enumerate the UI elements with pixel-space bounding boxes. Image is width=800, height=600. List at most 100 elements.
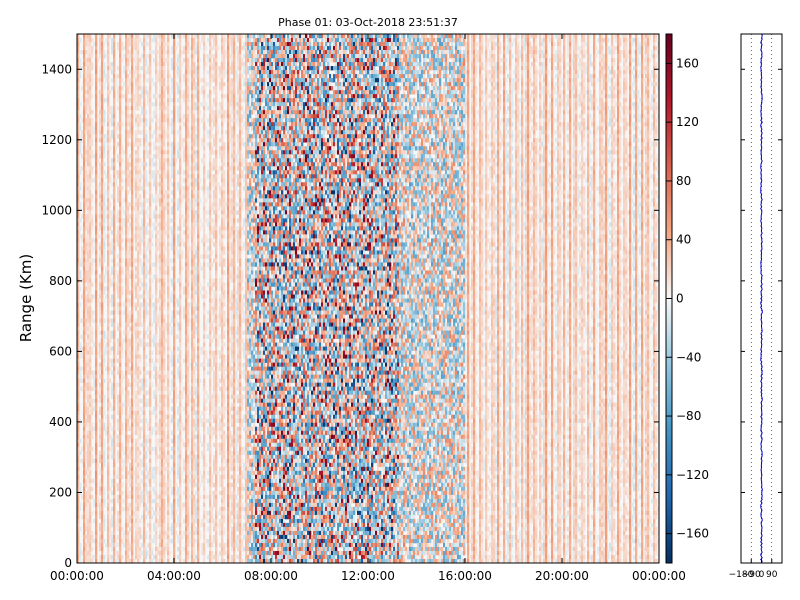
heatmap-cell (87, 326, 90, 331)
heatmap-cell (125, 386, 128, 391)
heatmap-cell (83, 514, 86, 520)
heatmap-cell (83, 506, 86, 512)
heatmap-cell (133, 410, 136, 416)
heatmap-cell (117, 282, 120, 287)
heatmap-cell (79, 418, 82, 424)
heatmap-cell (119, 358, 122, 363)
heatmap-cell (143, 350, 146, 355)
heatmap-cell (137, 546, 140, 552)
heatmap-cell (127, 294, 130, 299)
heatmap-cell (163, 242, 166, 247)
heatmap-cell (113, 494, 116, 500)
heatmap-cell (87, 66, 90, 71)
heatmap-cell (115, 238, 118, 243)
heatmap-cell (77, 138, 80, 143)
heatmap-cell (101, 166, 104, 171)
heatmap-cell (87, 354, 90, 359)
heatmap-cell (145, 330, 148, 335)
heatmap-cell (173, 106, 176, 111)
heatmap-cell (77, 462, 80, 468)
heatmap-cell (107, 238, 110, 243)
heatmap-cell (135, 106, 138, 111)
heatmap-cell (161, 110, 164, 115)
heatmap-cell (173, 462, 176, 468)
heatmap-cell (141, 230, 144, 235)
heatmap-cell (113, 214, 116, 219)
heatmap-cell (85, 126, 88, 131)
heatmap-cell (135, 402, 138, 408)
heatmap-cell (127, 242, 130, 247)
heatmap-cell (185, 34, 188, 39)
heatmap-cell (103, 70, 106, 75)
heatmap-cell (143, 522, 146, 528)
heatmap-cell (145, 226, 148, 231)
heatmap-cell (145, 506, 148, 512)
heatmap-cell (187, 354, 190, 359)
heatmap-cell (119, 146, 122, 151)
heatmap-cell (107, 434, 110, 440)
heatmap-cell (101, 130, 104, 135)
heatmap-cell (155, 170, 158, 175)
heatmap-cell (183, 74, 186, 79)
heatmap-cell (177, 278, 180, 283)
heatmap-cell (163, 118, 166, 123)
heatmap-cell (173, 458, 176, 464)
heatmap-cell (89, 54, 92, 59)
heatmap-cell (131, 382, 134, 387)
heatmap-cell (175, 158, 178, 163)
heatmap-cell (139, 118, 142, 123)
heatmap-cell (167, 174, 170, 179)
heatmap-cell (155, 110, 158, 115)
heatmap-cell (167, 510, 170, 516)
heatmap-cell (129, 410, 132, 416)
heatmap-cell (107, 46, 110, 51)
heatmap-cell (167, 114, 170, 119)
heatmap-cell (77, 374, 80, 379)
heatmap-cell (103, 258, 106, 263)
heatmap-cell (83, 178, 86, 183)
heatmap-cell (155, 394, 158, 399)
heatmap-cell (187, 386, 190, 391)
heatmap-cell (85, 470, 88, 476)
heatmap-cell (185, 502, 188, 508)
heatmap-cell (85, 526, 88, 532)
heatmap-cell (187, 346, 190, 351)
heatmap-cell (101, 386, 104, 391)
heatmap-cell (139, 490, 142, 496)
heatmap-cell (173, 546, 176, 552)
heatmap-cell (161, 346, 164, 351)
heatmap-cell (155, 282, 158, 287)
heatmap-cell (113, 466, 116, 472)
heatmap-cell (119, 210, 122, 215)
heatmap-cell (121, 506, 124, 512)
heatmap-cell (119, 374, 122, 379)
heatmap-cell (167, 326, 170, 331)
heatmap-cell (85, 298, 88, 303)
heatmap-cell (81, 350, 84, 355)
heatmap-cell (153, 210, 156, 215)
heatmap-cell (113, 234, 116, 239)
heatmap-cell (107, 142, 110, 147)
heatmap-cell (87, 546, 90, 552)
heatmap-cell (157, 278, 160, 283)
heatmap-cell (125, 514, 128, 520)
heatmap-cell (79, 142, 82, 147)
heatmap-cell (81, 294, 84, 299)
heatmap-cell (175, 530, 178, 536)
heatmap-cell (159, 174, 162, 179)
heatmap-cell (139, 354, 142, 359)
heatmap-cell (157, 466, 160, 472)
heatmap-cell (121, 386, 124, 391)
heatmap-cell (185, 166, 188, 171)
heatmap-cell (99, 70, 102, 75)
heatmap-cell (101, 410, 104, 416)
heatmap-cell (153, 410, 156, 416)
heatmap-cell (177, 434, 180, 440)
heatmap-cell (137, 186, 140, 191)
heatmap-cell (177, 34, 180, 39)
heatmap-cell (95, 134, 98, 139)
heatmap-cell (91, 318, 94, 323)
heatmap-cell (117, 218, 120, 223)
heatmap-cell (87, 350, 90, 355)
heatmap-cell (173, 302, 176, 307)
